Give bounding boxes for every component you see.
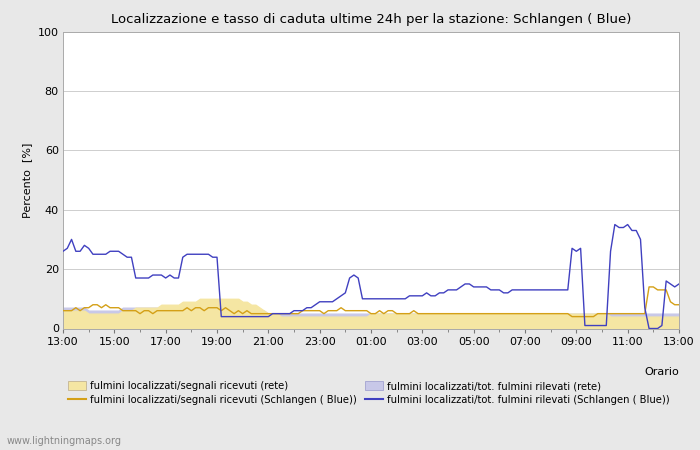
Title: Localizzazione e tasso di caduta ultime 24h per la stazione: Schlangen ( Blue): Localizzazione e tasso di caduta ultime … (111, 13, 631, 26)
Text: Orario: Orario (644, 367, 679, 377)
Legend: fulmini localizzati/segnali ricevuti (rete), fulmini localizzati/segnali ricevut: fulmini localizzati/segnali ricevuti (re… (68, 381, 669, 405)
Y-axis label: Percento  [%]: Percento [%] (22, 142, 32, 218)
Text: www.lightningmaps.org: www.lightningmaps.org (7, 436, 122, 446)
